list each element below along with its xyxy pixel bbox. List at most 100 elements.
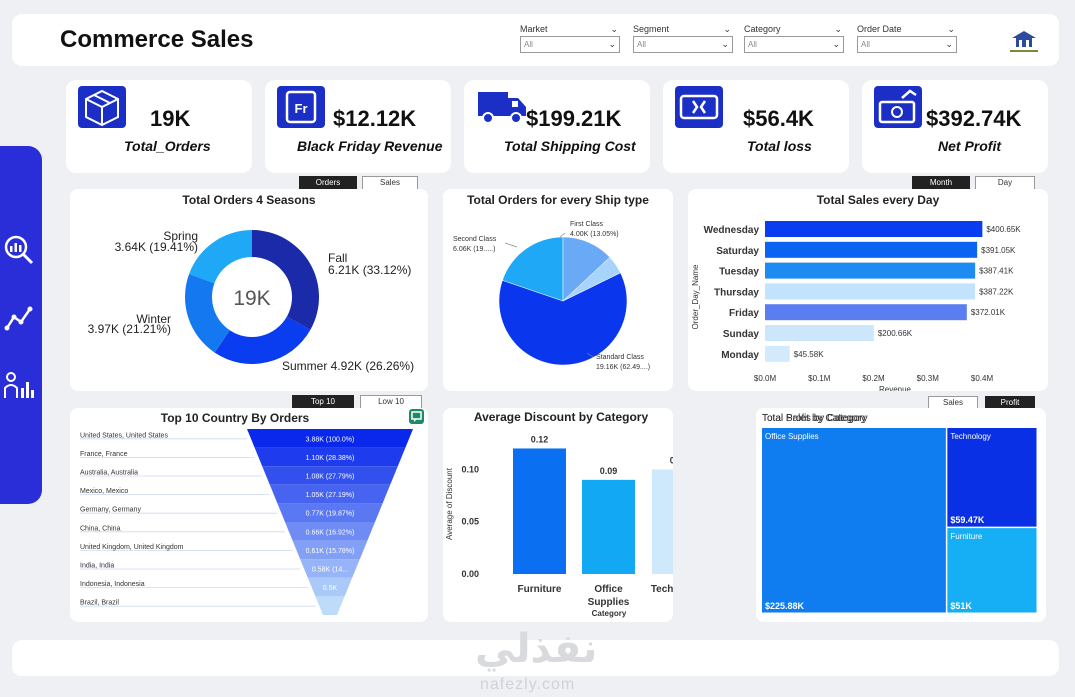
bar-category-label: Friday	[729, 308, 759, 319]
slice-name: Spring	[163, 229, 198, 243]
chevron-down-icon[interactable]: ⌄	[610, 24, 618, 34]
logo-icon	[1006, 26, 1042, 56]
x-tick-label: $0.2M	[862, 374, 885, 383]
x-axis-label: Category	[592, 609, 627, 618]
kpi-label: Black Friday Revenue	[297, 138, 443, 154]
bar-value-label: $387.22K	[979, 287, 1014, 296]
chart-title: Total Orders 4 Seasons	[182, 193, 316, 207]
bar-category-label: Saturday	[716, 246, 759, 257]
kpi-total-loss: $56.4K Total loss	[663, 80, 849, 173]
kpi-value: $199.21K	[526, 106, 622, 131]
sales-day-panel: Total Sales every Day Wednesday $400.65K S…	[688, 189, 1048, 391]
horizontal-bar-chart: Wednesday $400.65K Saturday $391.05K Tuesday…	[691, 221, 1021, 391]
filter-select[interactable]: All ⌄	[520, 36, 620, 53]
bar	[765, 283, 976, 300]
pie-chart: First Class 4.00K (13.05%) Second Class 6.0…	[453, 221, 650, 371]
chevron-down-icon[interactable]: ⌄	[723, 24, 731, 34]
treemap-category-label: Office Supplies	[765, 432, 819, 441]
comment-icon[interactable]	[409, 409, 424, 424]
treemap-value-label: $225.88K	[765, 601, 805, 611]
funnel-value-label: 1.08K (27.79%)	[306, 474, 355, 481]
bar	[652, 469, 673, 574]
seasons-panel: Total Orders 4 Seasons 19K Fall 6.21K (33.…	[70, 189, 428, 391]
filter-value: All	[524, 40, 533, 49]
watermark-arabic: نفذلي	[475, 627, 598, 671]
funnel-segment	[254, 447, 406, 467]
bar	[765, 241, 978, 258]
filter-segment[interactable]: Segment ⌄ All ⌄	[633, 22, 733, 53]
search-analytics-icon[interactable]	[2, 232, 36, 266]
donut-slice	[252, 230, 319, 330]
toggle-top10-button[interactable]: Top 10	[292, 395, 354, 409]
money-growth-icon	[874, 86, 922, 128]
funnel-category-label: France, France	[80, 451, 128, 458]
bar-category-label: Monday	[721, 350, 759, 361]
chevron-down-icon[interactable]: ⌄	[947, 24, 955, 34]
funnel-value-label: 0.58K (14...	[312, 567, 348, 574]
chart-title: Average Discount by Category	[473, 410, 649, 424]
discount-panel: Average Discount by Category 0.00 0.05 0.1…	[443, 408, 673, 622]
people-chart-icon[interactable]	[3, 370, 35, 402]
x-tick-label: Technology	[651, 584, 673, 595]
bar-value-label: $391.05K	[981, 246, 1016, 255]
funnel-category-label: China, China	[80, 525, 121, 532]
slice-label: 6.21K (33.12%)	[328, 263, 411, 277]
slice-name: Winter	[136, 312, 171, 326]
slice-label: 4.00K (13.05%)	[570, 231, 619, 238]
treemap-category-label: Technology	[950, 432, 990, 441]
filter-category[interactable]: Category ⌄ All ⌄	[744, 22, 844, 53]
filter-order-date[interactable]: Order Date ⌄ All ⌄	[857, 22, 957, 53]
filter-select[interactable]: All ⌄	[744, 36, 844, 53]
chart-title: Total Sales every Day	[816, 193, 940, 207]
line-trend-icon[interactable]	[4, 304, 34, 334]
donut-slice	[214, 316, 311, 364]
toggle-sales-button[interactable]: Sales	[362, 176, 418, 190]
toggle-orders-button[interactable]: Orders	[299, 176, 357, 190]
funnel-segment	[307, 577, 353, 597]
filter-select[interactable]: All ⌄	[857, 36, 957, 53]
chevron-down-icon[interactable]: ⌄	[832, 39, 840, 49]
bar	[765, 345, 790, 362]
bar-value-label: 0.10	[670, 455, 673, 465]
y-tick-label: 0.00	[461, 569, 479, 579]
toggle-day-button[interactable]: Day	[975, 176, 1035, 190]
funnel-segment	[285, 522, 375, 541]
chevron-down-icon[interactable]: ⌄	[945, 39, 953, 49]
toggle-low10-button[interactable]: Low 10	[360, 395, 422, 409]
toggle-month-button[interactable]: Month	[912, 176, 970, 190]
funnel-category-label: United Kingdom, United Kingdom	[80, 544, 184, 551]
filter-select[interactable]: All ⌄	[633, 36, 733, 53]
filter-label: Category	[744, 24, 781, 34]
pie-slice	[502, 236, 564, 302]
chevron-down-icon[interactable]: ⌄	[834, 24, 842, 34]
leader-line	[504, 242, 518, 248]
chevron-down-icon[interactable]: ⌄	[608, 39, 616, 49]
x-tick-label: Furniture	[518, 584, 562, 595]
slice-name: First Class	[570, 221, 604, 228]
sidebar	[0, 146, 42, 504]
funnel-category-label: Germany, Germany	[80, 507, 141, 514]
chevron-down-icon[interactable]: ⌄	[721, 39, 729, 49]
filter-label: Order Date	[857, 24, 902, 34]
kpi-net-profit: $392.74K Net Profit	[862, 80, 1048, 173]
x-tick-label: Office	[594, 584, 623, 595]
filter-value: All	[861, 40, 870, 49]
money-loss-icon	[675, 86, 723, 128]
filter-market[interactable]: Market ⌄ All ⌄	[520, 22, 620, 53]
chart-title: Total Orders for every Ship type	[467, 193, 649, 207]
funnel-segment	[292, 540, 368, 560]
country-panel: Top 10 Country By Orders United States, …	[70, 408, 428, 622]
funnel-chart: United States, United States 3.88K (100.0…	[80, 429, 413, 615]
y-axis-label: Order_Day_Name	[691, 264, 700, 329]
kpi-label: Net Profit	[938, 138, 1001, 154]
x-tick-label: Supplies	[588, 597, 630, 608]
page-title: Commerce Sales	[60, 26, 254, 53]
category-panel: Total Sales by Category Total Profit by …	[756, 408, 1046, 622]
x-tick-label: $0.3M	[917, 374, 940, 383]
kpi-value: $56.4K	[743, 106, 814, 131]
funnel-value-label: 0.5K	[323, 585, 338, 592]
treemap-category-label: Furniture	[950, 532, 983, 541]
kpi-black-friday-revenue: Fr $12.12K Black Friday Revenue	[265, 80, 451, 173]
kpi-label: Total Shipping Cost	[504, 138, 636, 154]
